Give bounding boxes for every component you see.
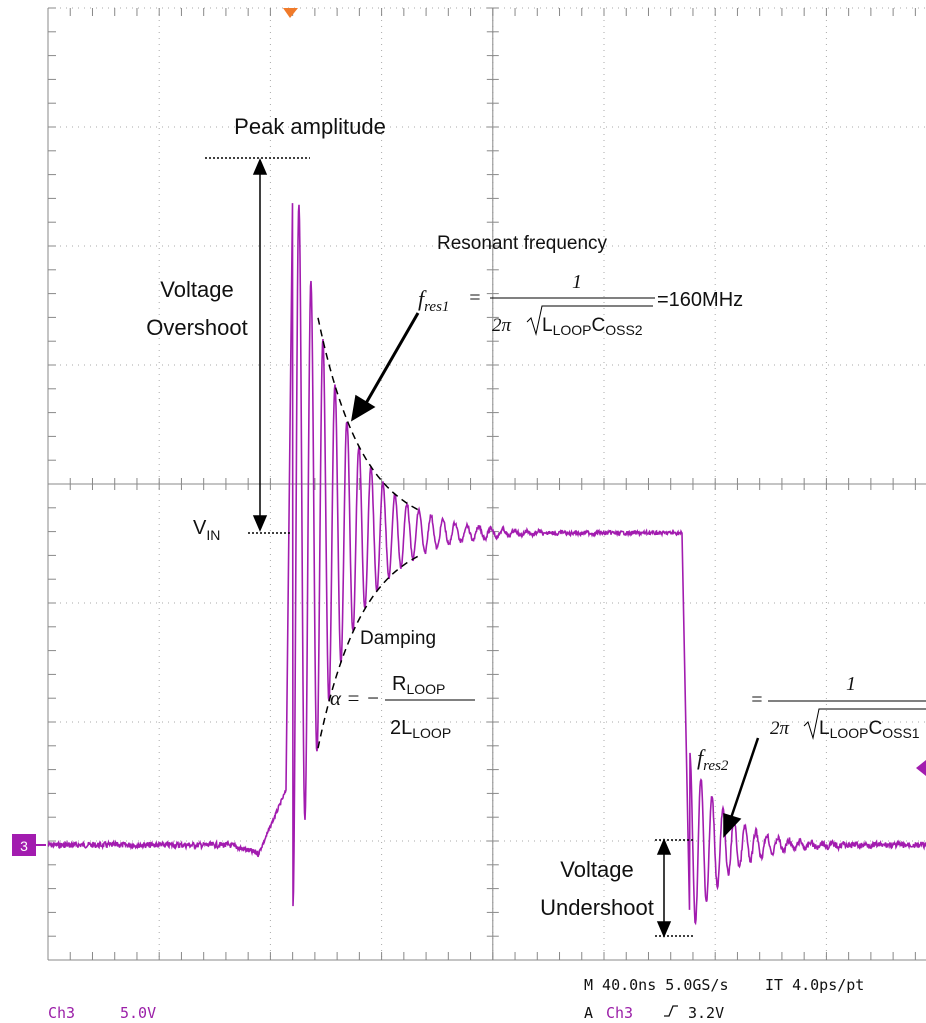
label: Peak amplitude: [234, 114, 386, 139]
formula: =: [468, 287, 482, 309]
subscript: LOOP: [830, 725, 869, 741]
channel-marker-label: 3: [20, 838, 28, 854]
symbol: L: [542, 315, 553, 336]
trigger-mode: A: [584, 1004, 593, 1022]
formula: =160MHz: [657, 289, 743, 311]
formula: RLOOP: [392, 673, 445, 697]
timebase: M 40.0ns 5.0GS/s: [584, 976, 729, 994]
formula: α = −: [330, 686, 380, 710]
symbol: R: [392, 673, 406, 695]
formula: 2LLOOP: [390, 717, 451, 741]
subscript: IN: [206, 527, 220, 543]
label: Undershoot: [540, 895, 654, 920]
subscript: LOOP: [553, 322, 592, 338]
formula: fres1: [418, 286, 449, 315]
formula: LLOOPCOSS1: [819, 718, 920, 741]
formula: 2π: [492, 315, 512, 336]
formula: =: [750, 689, 764, 711]
formula: 1: [846, 673, 856, 695]
label: Voltage: [160, 277, 233, 302]
label: Overshoot: [146, 315, 248, 340]
trigger-position: [283, 8, 298, 18]
subscript: res2: [703, 758, 729, 774]
trigger-slope: [664, 1006, 678, 1016]
graticule: [48, 8, 926, 960]
scope-screen: 3 Peak amplitude Resonant frequency Volt…: [0, 0, 926, 1023]
formula: 1: [572, 271, 582, 293]
channel-scale: 5.0V: [120, 1004, 156, 1022]
subscript: res1: [424, 299, 449, 315]
annotation-shapes: [205, 158, 926, 936]
trigger-level-label: 3.2V: [688, 1004, 724, 1022]
formula: fres2: [697, 745, 729, 774]
symbol: C: [591, 315, 605, 336]
label: VIN: [193, 517, 220, 543]
page: 3 Peak amplitude Resonant frequency Volt…: [0, 0, 926, 1023]
symbol: 2L: [390, 717, 412, 739]
label: Voltage: [560, 857, 633, 882]
formula: 2π: [770, 718, 790, 739]
channel-label: Ch3: [48, 1004, 75, 1022]
subscript: LOOP: [412, 725, 451, 741]
label: V: [193, 517, 207, 539]
waveform: [48, 203, 926, 923]
interpolation: IT 4.0ps/pt: [765, 976, 864, 994]
subscript: LOOP: [406, 681, 445, 697]
trigger-level: [916, 760, 926, 776]
formula: LLOOPCOSS2: [542, 315, 643, 338]
label: Damping: [360, 628, 436, 649]
trigger-source: Ch3: [606, 1004, 633, 1022]
symbol: L: [819, 718, 830, 739]
symbol: C: [868, 718, 882, 739]
label: Resonant frequency: [437, 233, 608, 254]
subscript: OSS1: [882, 725, 920, 741]
subscript: OSS2: [605, 322, 643, 338]
